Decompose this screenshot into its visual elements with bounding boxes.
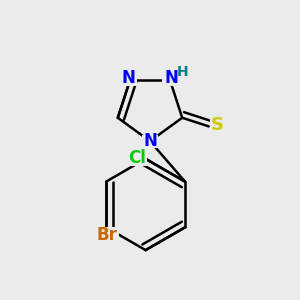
Text: N: N xyxy=(164,69,178,87)
Bar xyxy=(95,227,119,242)
Text: N: N xyxy=(143,132,157,150)
Text: Br: Br xyxy=(97,226,117,244)
Bar xyxy=(177,66,188,78)
Text: Cl: Cl xyxy=(128,149,146,167)
Bar xyxy=(126,151,147,166)
Bar xyxy=(142,134,158,148)
Text: N: N xyxy=(122,69,136,87)
Text: S: S xyxy=(211,116,224,134)
Bar xyxy=(120,71,137,86)
Text: H: H xyxy=(176,65,188,79)
Bar xyxy=(209,118,226,132)
Bar xyxy=(162,71,181,86)
